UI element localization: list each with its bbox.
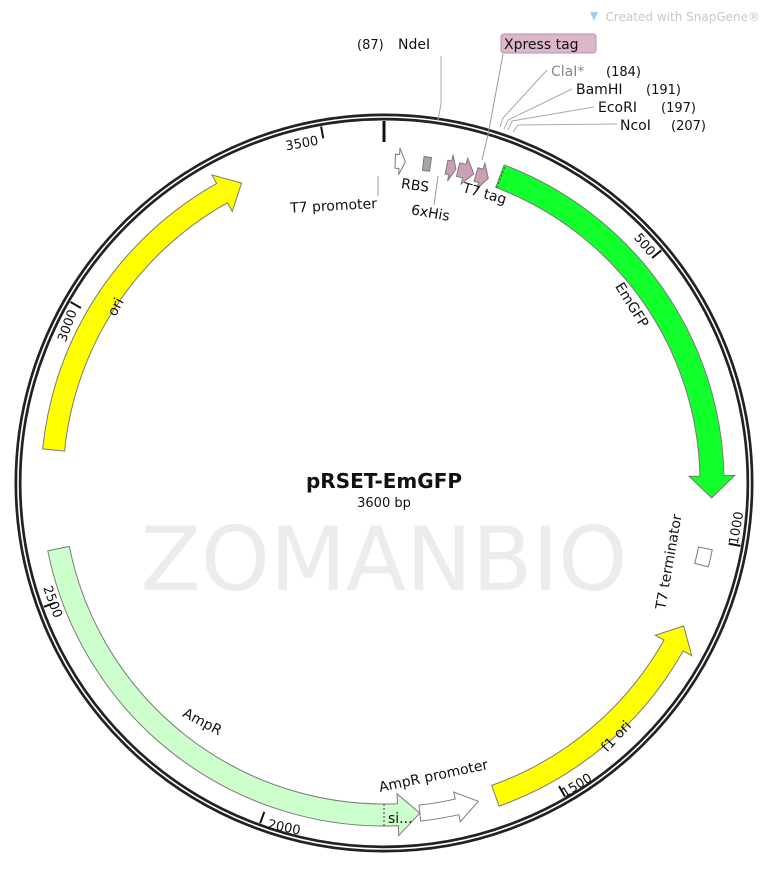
- svg-text:BamHI: BamHI: [576, 82, 622, 98]
- feature-emgfp[interactable]: [495, 164, 736, 499]
- feature-label-xpress-tag[interactable]: Xpress tag: [481, 33, 597, 161]
- svg-text:(87): (87): [357, 38, 384, 53]
- plasmid-length: 3600 bp: [357, 496, 411, 511]
- feature-ampr[interactable]: [47, 545, 421, 837]
- credit: Created with SnapGene®: [590, 10, 760, 24]
- features: [42, 147, 736, 837]
- svg-text:(184): (184): [606, 65, 641, 80]
- feature-t7-terminator[interactable]: [694, 546, 713, 568]
- tick-label-1000: 1000: [727, 510, 748, 545]
- watermark: ZOMANBIO: [140, 508, 627, 611]
- feature-t7-tag[interactable]: [455, 156, 475, 186]
- enzyme-ecori[interactable]: EcoRI (197): [507, 100, 696, 131]
- feature-ori[interactable]: [42, 174, 243, 452]
- tick-2000: [259, 811, 266, 824]
- backbone-ring: [14, 113, 754, 853]
- svg-text:EcoRI: EcoRI: [598, 100, 637, 116]
- label-signal-peptide[interactable]: si...: [388, 811, 413, 827]
- svg-text:(207): (207): [671, 119, 706, 134]
- tick-1000: [728, 542, 741, 547]
- tick-3000: [69, 301, 82, 309]
- tick-label-2000: 2000: [266, 817, 301, 839]
- feature-rbs[interactable]: [421, 155, 433, 172]
- enzyme-clai[interactable]: ClaI* (184): [499, 64, 641, 128]
- enzyme-ncoi[interactable]: NcoI (207): [512, 118, 706, 134]
- label-ori[interactable]: ori: [105, 295, 128, 319]
- feature-xpress-tag[interactable]: [473, 161, 489, 191]
- label-t7-terminator[interactable]: T7 terminator: [653, 513, 686, 612]
- svg-text:Created with SnapGene®: Created with SnapGene®: [606, 10, 760, 24]
- label-ampr-promoter[interactable]: AmpR promoter: [378, 757, 490, 796]
- label-rbs[interactable]: RBS: [400, 176, 430, 196]
- feature-6xhis[interactable]: [444, 154, 457, 182]
- svg-text:NcoI: NcoI: [620, 118, 651, 134]
- enzyme-bamhi[interactable]: BamHI (191): [503, 82, 681, 130]
- feature-f1-ori[interactable]: [491, 625, 693, 807]
- tick-label-3500: 3500: [284, 134, 319, 155]
- tick-3500: [320, 126, 325, 139]
- tick-2500: [43, 601, 56, 608]
- label-ampr[interactable]: AmpR: [180, 705, 225, 739]
- snapgene-logo-icon: [590, 12, 598, 21]
- label-t7-promoter[interactable]: T7 promoter: [289, 196, 378, 217]
- svg-text:Xpress tag: Xpress tag: [504, 37, 579, 53]
- emgfp-start-marker: [496, 165, 506, 189]
- svg-text:(197): (197): [661, 101, 696, 116]
- svg-text:NdeI: NdeI: [398, 37, 430, 53]
- plasmid-name: pRSET-EmGFP: [306, 469, 462, 493]
- label-6xhis[interactable]: 6xHis: [410, 202, 451, 225]
- tick-1500: [558, 785, 566, 798]
- feature-t7-promoter[interactable]: [394, 147, 406, 175]
- svg-text:ClaI*: ClaI*: [551, 64, 584, 80]
- feature-ampr-promoter[interactable]: [418, 791, 480, 823]
- svg-text:(191): (191): [646, 83, 681, 98]
- enzyme-ndei[interactable]: (87) NdeI: [357, 37, 442, 121]
- tick-500: [651, 249, 662, 259]
